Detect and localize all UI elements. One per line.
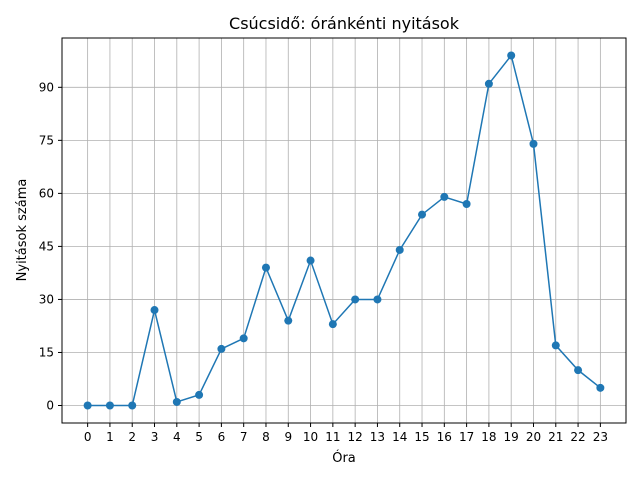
data-point bbox=[217, 344, 226, 353]
x-tick-label: 16 bbox=[437, 430, 452, 444]
x-tick-label: 13 bbox=[370, 430, 385, 444]
data-point bbox=[596, 383, 605, 392]
data-point bbox=[484, 79, 493, 88]
y-tick-label: 60 bbox=[39, 186, 54, 200]
data-point bbox=[440, 192, 449, 201]
y-tick-label: 30 bbox=[39, 292, 54, 306]
data-point bbox=[172, 397, 181, 406]
x-tick-label: 18 bbox=[481, 430, 496, 444]
x-tick-label: 5 bbox=[195, 430, 203, 444]
data-point bbox=[507, 51, 516, 60]
x-tick-label: 15 bbox=[414, 430, 429, 444]
data-point bbox=[373, 295, 382, 304]
y-tick-label: 45 bbox=[39, 239, 54, 253]
x-tick-label: 10 bbox=[303, 430, 318, 444]
data-point bbox=[418, 210, 427, 219]
x-tick-label: 4 bbox=[173, 430, 181, 444]
x-axis-label: Óra bbox=[332, 450, 356, 466]
x-tick-label: 2 bbox=[128, 430, 136, 444]
x-tick-label: 0 bbox=[84, 430, 92, 444]
x-tick-label: 19 bbox=[504, 430, 519, 444]
data-point bbox=[261, 263, 270, 272]
chart-title: Csúcsidő: óránkénti nyitások bbox=[229, 14, 460, 33]
x-tick-label: 23 bbox=[593, 430, 608, 444]
x-tick-label: 9 bbox=[284, 430, 292, 444]
data-point bbox=[462, 199, 471, 208]
data-point bbox=[150, 306, 159, 315]
plot-frame bbox=[61, 37, 627, 424]
y-axis-label: Nyitások száma bbox=[15, 179, 30, 282]
data-point bbox=[351, 295, 360, 304]
x-tick-label: 6 bbox=[218, 430, 226, 444]
series-line bbox=[87, 53, 601, 407]
series-hourly-openings bbox=[83, 51, 605, 410]
y-tick-label: 75 bbox=[39, 133, 54, 147]
x-tick-label: 7 bbox=[240, 430, 248, 444]
data-point bbox=[195, 390, 204, 399]
x-tick-label: 14 bbox=[392, 430, 407, 444]
x-tick-label: 1 bbox=[106, 430, 114, 444]
x-tick-label: 8 bbox=[262, 430, 270, 444]
data-point bbox=[239, 334, 248, 343]
data-point bbox=[551, 341, 560, 350]
data-point bbox=[328, 320, 337, 329]
y-tick-label: 90 bbox=[39, 80, 54, 94]
grid-lines bbox=[62, 38, 626, 423]
data-point bbox=[284, 316, 293, 325]
data-point bbox=[529, 139, 538, 148]
data-point bbox=[105, 401, 114, 410]
x-tick-label: 3 bbox=[151, 430, 159, 444]
x-tick-label: 12 bbox=[348, 430, 363, 444]
data-point bbox=[395, 245, 404, 254]
data-point bbox=[574, 366, 583, 375]
data-point bbox=[306, 256, 315, 265]
x-tick-label: 21 bbox=[548, 430, 563, 444]
x-tick-label: 17 bbox=[459, 430, 474, 444]
x-tick-label: 11 bbox=[325, 430, 340, 444]
axis-ticks: 0 1 2 3 4 5 6 7 8 9 10 11 12 13 14 15 16 17 18 19 20 21 22 2301… bbox=[39, 80, 608, 444]
y-tick-label: 0 bbox=[46, 399, 54, 413]
data-point bbox=[83, 401, 92, 410]
x-tick-label: 22 bbox=[570, 430, 585, 444]
data-point bbox=[128, 401, 137, 410]
y-tick-label: 15 bbox=[39, 345, 54, 359]
x-tick-label: 20 bbox=[526, 430, 541, 444]
